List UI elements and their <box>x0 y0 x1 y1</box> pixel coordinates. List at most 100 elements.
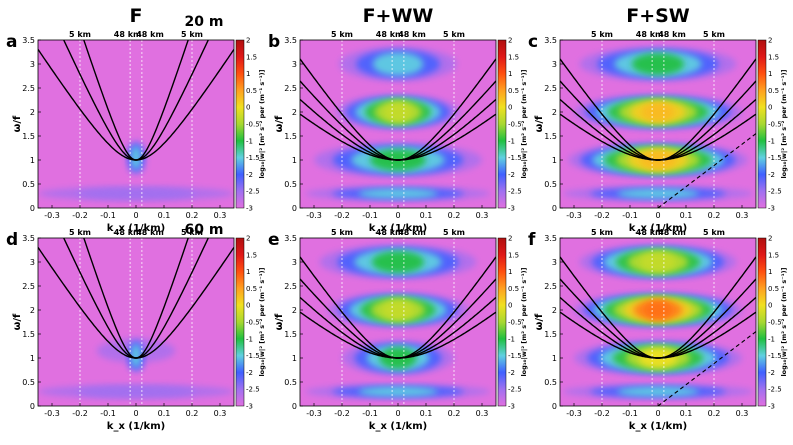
y-axis-label: ω/f <box>12 115 23 132</box>
colorbar <box>757 237 767 407</box>
y-tick-label: 1.5 <box>544 330 557 339</box>
x-axis-label: k_x (1/km) <box>629 421 687 432</box>
colorbar <box>235 237 245 407</box>
colorbar-tick-label: 2 <box>508 235 512 243</box>
panel-letter: c <box>528 32 538 52</box>
x-tick-label: -0.3 <box>306 409 322 418</box>
x-tick-label: 0.1 <box>680 211 693 220</box>
colorbar-tick-label: -2.5 <box>246 386 260 394</box>
colorbar-tick-label: 1.5 <box>508 53 519 61</box>
x-tick-label: 0 <box>133 409 138 418</box>
colorbar-tick-label: 2 <box>246 37 250 45</box>
panel-letter: b <box>268 32 280 52</box>
colorbar-tick-label: -2 <box>508 369 515 377</box>
x-tick-label: -0.2 <box>72 409 88 418</box>
energy-band-0.3-layer <box>358 188 438 199</box>
y-tick-label: 3 <box>30 60 35 69</box>
colorbar-tick-label: 0 <box>768 302 772 310</box>
colorbar-tick-label: -3 <box>768 205 775 213</box>
y-tick-label: 0.5 <box>544 180 557 189</box>
colorbar-tick-label: -1.5 <box>768 352 782 360</box>
colorbar <box>497 39 507 209</box>
colorbar-tick-label: -1 <box>246 137 253 145</box>
top-wavelength-label: 5 km <box>591 30 613 39</box>
colorbar-tick-label: 0.5 <box>246 285 257 293</box>
x-tick-label: -0.3 <box>44 211 60 220</box>
x-tick-label: -0.3 <box>306 211 322 220</box>
y-tick-label: 1 <box>30 156 35 165</box>
colorbar-tick-label: 2 <box>246 235 250 243</box>
y-axis-label: ω/f <box>274 313 285 330</box>
y-tick-label: 0 <box>292 402 297 411</box>
x-tick-label: 0.1 <box>158 409 171 418</box>
colorbar-tick-label: -2.5 <box>768 188 782 196</box>
energy-band-2-layer <box>641 102 675 122</box>
y-tick-label: 3.5 <box>22 36 35 45</box>
colorbar-label: log₁₀|w|² [m² s⁻² per (m⁻¹ s⁻¹)] <box>520 69 529 178</box>
y-tick-label: 2.5 <box>544 84 557 93</box>
y-tick-label: 2 <box>292 108 297 117</box>
x-tick-label: -0.3 <box>566 409 582 418</box>
x-tick-label: 0.2 <box>186 211 199 220</box>
top-wavelength-label: 5 km <box>69 30 91 39</box>
column-title-f-sw: F+SW <box>626 5 690 27</box>
heatmap-bands <box>562 245 754 399</box>
colorbar <box>235 39 245 209</box>
colorbar-tick-label: -1 <box>246 335 253 343</box>
top-wavelength-label: 48 km <box>114 30 142 39</box>
colorbar-tick-label: -3 <box>508 205 515 213</box>
x-tick-label: -0.1 <box>100 409 116 418</box>
x-tick-label: 0 <box>133 211 138 220</box>
top-wavelength-label: 48 km <box>376 30 404 39</box>
colorbar-tick-label: 0 <box>768 104 772 112</box>
top-wavelength-label: 48 km <box>136 228 164 237</box>
energy-band-2-layer <box>381 300 415 320</box>
y-tick-label: 3.5 <box>544 234 557 243</box>
y-tick-label: 1 <box>292 354 297 363</box>
top-wavelength-label: 48 km <box>636 30 664 39</box>
y-tick-label: 2 <box>30 108 35 117</box>
x-tick-label: -0.1 <box>622 409 638 418</box>
y-tick-label: 1.5 <box>22 330 35 339</box>
colorbar-tick-label: 2 <box>508 37 512 45</box>
y-tick-label: 1.5 <box>284 330 297 339</box>
y-tick-label: 2.5 <box>544 282 557 291</box>
colorbar-tick-label: -3 <box>508 403 515 411</box>
x-tick-label: -0.1 <box>622 211 638 220</box>
x-axis-label: k_x (1/km) <box>369 421 427 432</box>
dispersion-curves <box>38 238 234 359</box>
x-tick-label: -0.3 <box>44 409 60 418</box>
top-wavelength-label: 5 km <box>69 228 91 237</box>
colorbar-tick-label: 2 <box>768 37 772 45</box>
top-wavelength-label: 48 km <box>658 30 686 39</box>
x-tick-label: 0 <box>655 211 660 220</box>
y-tick-label: 1 <box>30 354 35 363</box>
x-tick-label: -0.2 <box>72 211 88 220</box>
x-tick-label: 0.1 <box>158 211 171 220</box>
colorbar-tick-label: 1 <box>246 268 250 276</box>
colorbar-tick-label: 1.5 <box>768 53 779 61</box>
colorbar-tick-label: -2 <box>246 171 253 179</box>
y-tick-label: 0.5 <box>284 180 297 189</box>
x-tick-label: -0.2 <box>594 409 610 418</box>
colorbar-tick-label: 0 <box>508 302 512 310</box>
colorbar-tick-label: -0.5 <box>508 319 522 327</box>
y-axis-label: ω/f <box>534 115 545 132</box>
energy-band-1.05-layer <box>131 145 141 170</box>
y-axis-label: ω/f <box>534 313 545 330</box>
x-tick-label: -0.2 <box>334 409 350 418</box>
colorbar-tick-label: 0.5 <box>768 87 779 95</box>
x-tick-label: -0.2 <box>334 211 350 220</box>
y-tick-label: 3 <box>552 60 557 69</box>
dispersion-curve-mode-3 <box>38 48 234 161</box>
top-wavelength-label: 5 km <box>591 228 613 237</box>
energy-band-3-layer <box>639 252 677 272</box>
colorbar-tick-label: 1.5 <box>508 251 519 259</box>
colorbar-tick-label: -2.5 <box>768 386 782 394</box>
colorbar-tick-label: -2 <box>246 369 253 377</box>
y-tick-label: 3.5 <box>22 234 35 243</box>
colorbar-tick-label: 0 <box>508 104 512 112</box>
energy-band-2-layer <box>383 102 413 122</box>
energy-band-0.3-layer <box>617 386 699 397</box>
